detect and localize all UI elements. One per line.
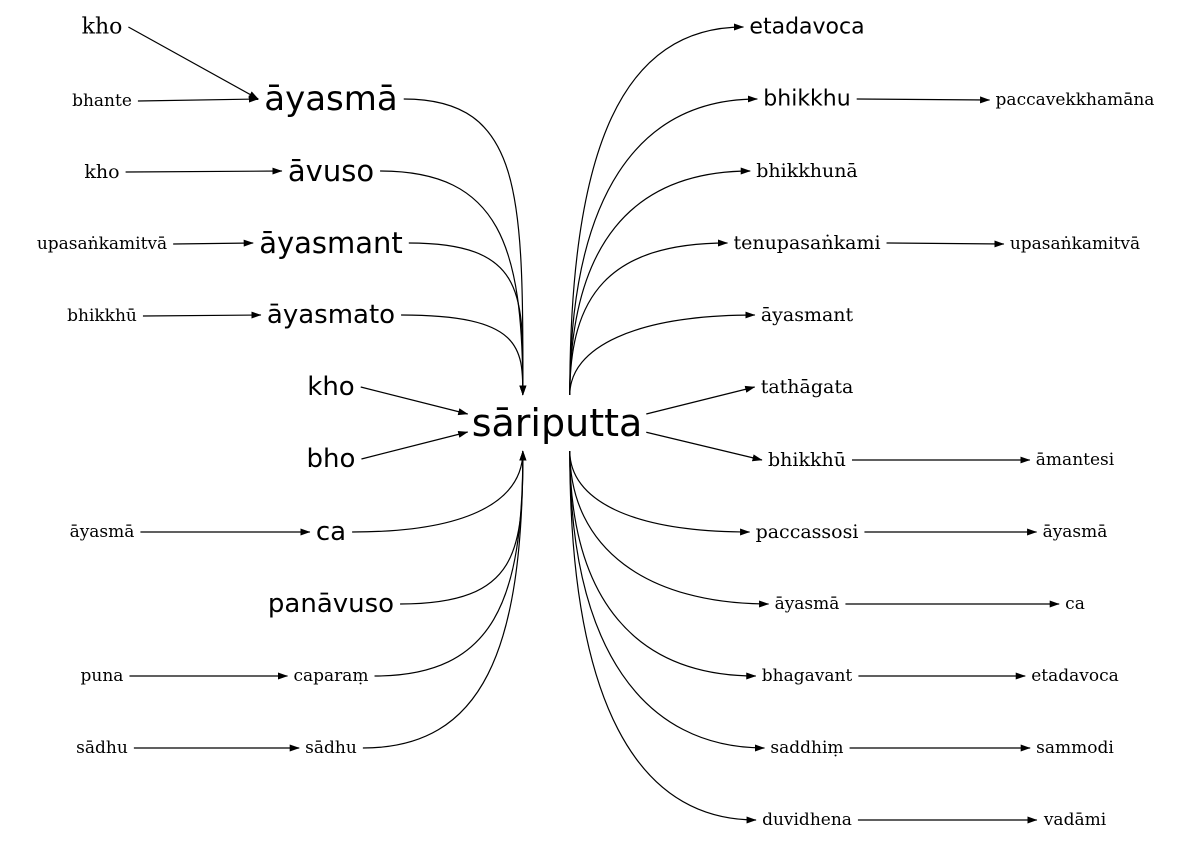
node-ayasmant: āyasmant	[761, 304, 854, 326]
node-bhikkhu: bhikkhū	[67, 306, 137, 326]
node-ayasma: āyasmā	[1043, 522, 1108, 542]
edge-avuso-to-center	[380, 170, 527, 396]
node-upasankamitva: upasaṅkamitvā	[1010, 234, 1140, 254]
node-kho: kho	[307, 372, 354, 402]
node-saddhim: saddhiṃ	[770, 738, 843, 758]
node-etadavoca: etadavoca	[1031, 666, 1119, 686]
node-sadhu: sādhu	[305, 738, 357, 758]
node-ayasmato: āyasmato	[267, 300, 395, 330]
edge-bho-to-center	[361, 430, 469, 460]
node-amantesi: āmantesi	[1036, 450, 1115, 470]
node-bhagavant: bhagavant	[762, 666, 853, 686]
node-panavuso: panāvuso	[268, 589, 394, 619]
edge-center-to-bhikkhu_r2	[646, 431, 763, 462]
edge-tenupasankami-to-upasankamitva_r	[886, 240, 1005, 248]
edge-sadhu_m-to-center	[362, 450, 527, 749]
node-tenupasankami: tenupasaṅkami	[733, 232, 880, 254]
edge-ayasma_big-to-center	[403, 98, 527, 396]
edge-center-to-etadavoca_top	[569, 23, 744, 396]
node-ayasmant: āyasmant	[259, 226, 403, 260]
edge-kho_b-to-avuso	[125, 167, 283, 175]
edge-upasankamitva_l-to-ayasmant_big	[173, 239, 254, 247]
node-avuso: āvuso	[288, 154, 374, 188]
node-ca: ca	[1065, 594, 1085, 614]
nodes-layer: sāriputta kho bhante kho upasaṅkamitvā b…	[37, 15, 1155, 831]
edge-ayasmato-to-center	[401, 314, 527, 396]
edge-center-to-paccassosi	[569, 450, 751, 536]
node-bho: bho	[307, 444, 356, 474]
node-bhikkhuna: bhikkhunā	[756, 160, 858, 182]
edge-center-to-bhikkhu_r	[569, 95, 758, 396]
node-ayasma: āyasmā	[70, 522, 135, 542]
node-bhante: bhante	[72, 91, 132, 111]
node-ca: ca	[316, 517, 346, 547]
edge-bhikkhu_r-to-paccavekkhamana	[856, 96, 991, 104]
node-vadami: vadāmi	[1043, 810, 1107, 830]
node-sariputta: sāriputta	[472, 401, 643, 445]
node-bhikkhu: bhikkhū	[768, 449, 846, 471]
edge-center-to-tathagata	[646, 385, 756, 415]
edge-kho_c-to-center	[360, 386, 469, 416]
edge-ca_l-to-center	[352, 450, 527, 533]
node-upasankamitva: upasaṅkamitvā	[37, 234, 167, 254]
node-kho: kho	[82, 15, 123, 40]
edge-center-to-tenupasankami	[569, 239, 728, 396]
node-duvidhena: duvidhena	[762, 810, 852, 830]
edge-kho_a-to-ayasma_big	[128, 26, 259, 100]
node-kho: kho	[84, 161, 119, 183]
node-sadhu: sādhu	[76, 738, 128, 758]
node-puna: puna	[81, 666, 124, 686]
node-paccassosi: paccassosi	[756, 521, 859, 543]
edge-center-to-ayasmant_r	[569, 311, 756, 396]
edge-center-to-saddhim	[569, 450, 765, 752]
node-sammodi: sammodi	[1036, 738, 1114, 758]
edge-ayasmant_big-to-center	[408, 242, 527, 396]
edges-layer	[125, 23, 1060, 824]
node-tathagata: tathāgata	[761, 376, 854, 398]
edge-center-to-ayasma_r	[569, 450, 770, 608]
edge-bhante-to-ayasma_big	[137, 95, 259, 103]
node-paccavekkhamana: paccavekkhamāna	[996, 90, 1155, 110]
edge-center-to-duvidhena	[569, 450, 757, 824]
node-bhikkhu: bhikkhu	[763, 87, 850, 112]
node-caparam: caparaṃ	[293, 666, 368, 686]
node-etadavoca: etadavoca	[749, 15, 864, 40]
node-ayasma: āyasmā	[264, 79, 397, 119]
edge-center-to-bhikkhuna	[569, 167, 751, 396]
node-ayasma: āyasmā	[775, 594, 840, 614]
edge-center-to-bhagavant	[569, 450, 757, 680]
edge-bhikkhu_l-to-ayasmato	[142, 311, 262, 319]
